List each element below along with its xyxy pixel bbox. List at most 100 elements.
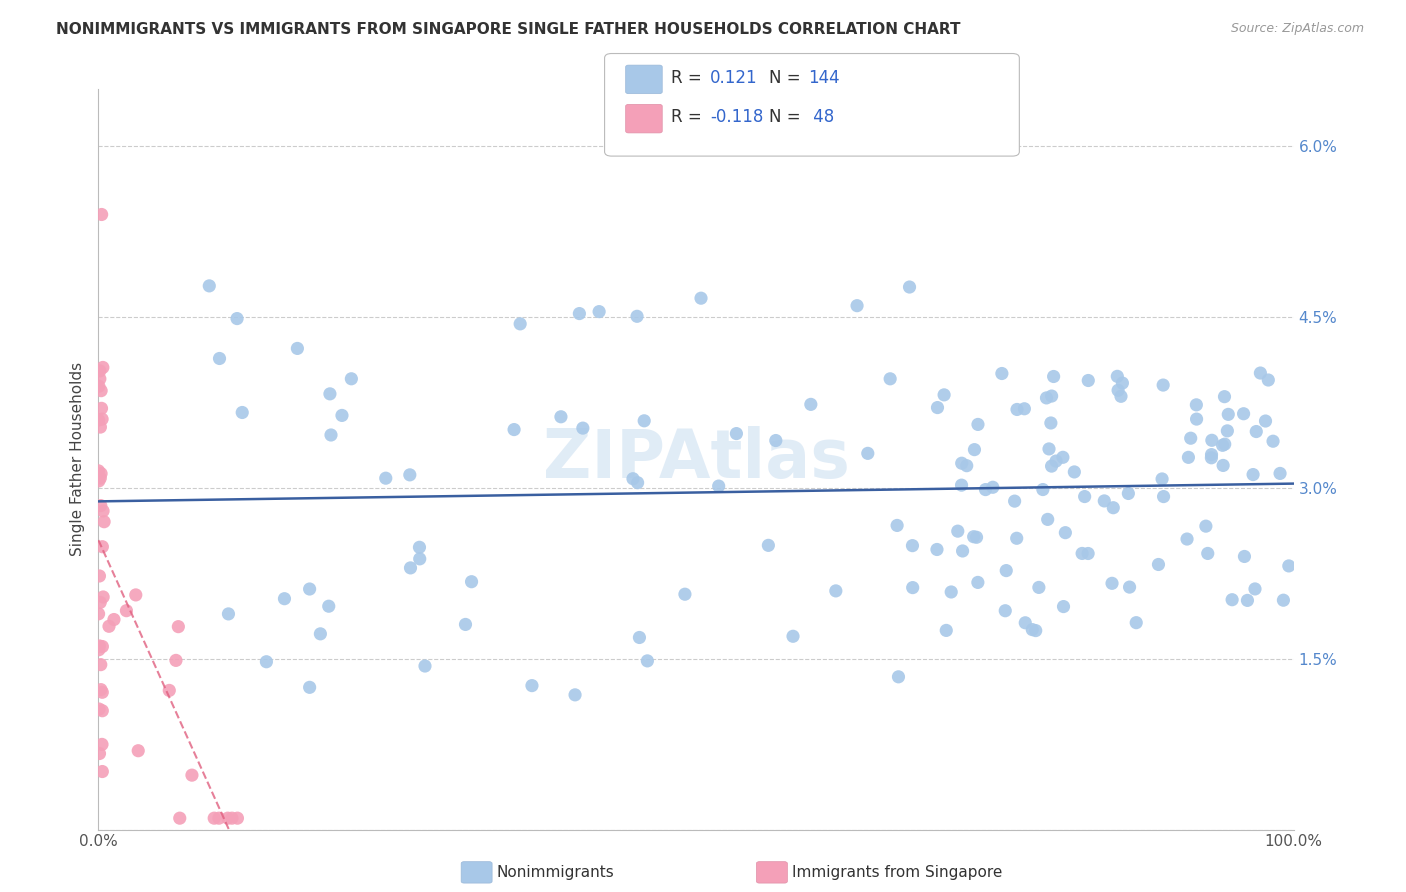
Point (1071, 546, 1094, 560)
Text: R =: R = (671, 108, 707, 126)
Point (782, 629, 804, 643)
Point (318, 599, 340, 614)
Text: 0.121: 0.121 (710, 69, 758, 87)
Point (520, 679, 543, 693)
Point (91, 504, 114, 518)
Point (1249, 366, 1271, 380)
Point (509, 317, 531, 331)
Point (932, 388, 955, 402)
Point (756, 538, 779, 552)
Point (91, 412, 114, 426)
Point (572, 421, 595, 435)
Point (91, 540, 114, 554)
Point (89, 747, 111, 761)
Point (1004, 494, 1026, 508)
Point (374, 471, 396, 485)
Point (995, 564, 1018, 578)
Point (1180, 431, 1202, 445)
Point (169, 811, 191, 825)
Point (87, 607, 110, 621)
Point (994, 604, 1017, 618)
Point (626, 475, 648, 490)
Point (208, 811, 231, 825)
Point (935, 624, 957, 638)
Point (1014, 615, 1036, 630)
Point (90, 401, 112, 416)
Point (1014, 401, 1036, 416)
Point (91, 738, 114, 752)
Point (157, 683, 180, 698)
Point (340, 372, 363, 386)
Text: N =: N = (769, 108, 806, 126)
Point (1177, 450, 1199, 465)
Point (1040, 389, 1063, 403)
Point (1102, 500, 1125, 515)
Point (856, 446, 879, 460)
Point (202, 811, 225, 825)
Point (1261, 434, 1284, 449)
Point (298, 681, 321, 695)
Point (636, 654, 658, 668)
Point (633, 414, 655, 428)
Point (399, 561, 422, 575)
Point (1268, 467, 1291, 481)
Point (950, 456, 973, 470)
Point (87, 379, 110, 393)
Point (824, 583, 846, 598)
Point (1278, 558, 1301, 573)
Point (1045, 454, 1067, 468)
Point (991, 367, 1014, 381)
Point (950, 478, 973, 492)
Text: N =: N = (769, 69, 806, 87)
Text: NONIMMIGRANTS VS IMMIGRANTS FROM SINGAPORE SINGLE FATHER HOUSEHOLDS CORRELATION : NONIMMIGRANTS VS IMMIGRANTS FROM SINGAPO… (56, 22, 960, 37)
Point (231, 405, 253, 419)
Point (628, 631, 651, 645)
Point (87, 702, 110, 716)
Point (1241, 467, 1264, 482)
Point (1246, 425, 1268, 439)
Point (901, 581, 924, 595)
Point (1272, 593, 1295, 607)
Point (1254, 414, 1277, 428)
Point (568, 307, 591, 321)
Point (846, 299, 869, 313)
Point (1052, 450, 1074, 465)
Point (626, 310, 648, 324)
Text: -0.118: -0.118 (710, 108, 763, 126)
Point (1197, 546, 1219, 560)
Point (167, 620, 190, 634)
Point (454, 617, 477, 632)
Point (208, 351, 231, 366)
Point (1035, 391, 1057, 405)
Point (946, 524, 969, 538)
Point (90, 657, 112, 672)
Point (1109, 389, 1132, 403)
Point (1236, 593, 1258, 607)
Point (1118, 486, 1140, 500)
Point (1218, 408, 1240, 422)
Point (963, 530, 986, 544)
Text: R =: R = (671, 69, 707, 87)
Point (309, 627, 332, 641)
Point (927, 401, 949, 415)
Point (91, 590, 114, 604)
Point (1220, 592, 1243, 607)
Point (91, 640, 114, 654)
Point (725, 426, 748, 441)
Point (87, 642, 110, 657)
Point (89, 420, 111, 434)
Point (298, 582, 321, 596)
Point (89, 364, 111, 378)
Point (1032, 483, 1054, 497)
Point (588, 304, 610, 318)
Point (287, 342, 309, 356)
Point (1111, 376, 1133, 390)
Point (90, 499, 112, 513)
Point (90, 207, 112, 221)
Point (87, 474, 110, 488)
Point (765, 434, 787, 448)
Point (91, 704, 114, 718)
Point (925, 542, 948, 557)
Point (1040, 459, 1063, 474)
Text: Source: ZipAtlas.com: Source: ZipAtlas.com (1230, 22, 1364, 36)
